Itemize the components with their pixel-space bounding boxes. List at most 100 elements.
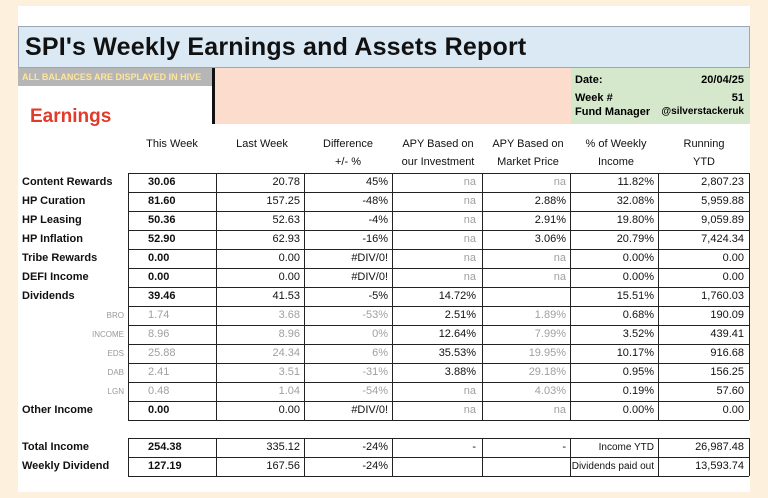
row-label: LGN [107, 387, 124, 396]
spreadsheet: SPI's Weekly Earnings and Assets Report … [18, 6, 750, 492]
balances-note: ALL BALANCES ARE DISPLAYED IN HIVE [18, 68, 214, 86]
cell-diff: #DIV/0! [351, 271, 388, 283]
cell-diff: -24% [362, 460, 388, 472]
cell-diff: -24% [362, 441, 388, 453]
fund-manager-value: @silverstackeruk [661, 106, 744, 117]
cell-apy-inv: na [463, 176, 476, 188]
cell-apy-inv: 14.72% [438, 290, 476, 302]
grid-line [128, 344, 749, 345]
cell-last-week: 41.53 [272, 290, 300, 302]
report-title-bar: SPI's Weekly Earnings and Assets Report [18, 26, 750, 68]
cell-diff: 0% [372, 328, 388, 340]
cell-pct: 0.68% [622, 309, 654, 321]
cell-this-week: 0.00 [148, 404, 170, 416]
cell-apy-mkt: 29.18% [528, 366, 566, 378]
section-title: Earnings [30, 106, 112, 127]
grid-line [128, 325, 749, 326]
row-label: Dividends [22, 290, 75, 302]
cell-pct: 11.82% [617, 176, 655, 188]
cell-apy-mkt: na [553, 271, 566, 283]
header-difference: Difference [323, 138, 373, 150]
grid-line [128, 211, 749, 212]
cell-last-week: 62.93 [272, 233, 300, 245]
date-value: 20/04/25 [701, 74, 744, 86]
cell-ytd: 26,987.48 [695, 441, 744, 453]
cell-this-week: 254.38 [148, 441, 182, 453]
cell-last-week: 335.12 [266, 441, 300, 453]
cell-apy-inv: na [463, 404, 476, 416]
cell-diff: -53% [362, 309, 388, 321]
cell-apy-mkt: - [562, 441, 566, 453]
cell-pct: 3.52% [622, 328, 654, 340]
grid-line [128, 287, 749, 288]
cell-apy-mkt: 19.95% [528, 347, 566, 359]
grid-line [392, 173, 393, 420]
cell-this-week: 8.96 [148, 328, 170, 340]
cell-apy-inv: na [463, 214, 476, 226]
cell-this-week: 0.48 [148, 385, 170, 397]
cell-last-week: 3.68 [278, 309, 300, 321]
fund-manager-label: Fund Manager [575, 106, 651, 118]
divider [212, 68, 215, 124]
cell-apy-inv: na [463, 271, 476, 283]
row-label: Total Income [22, 441, 90, 453]
cell-diff: #DIV/0! [351, 404, 388, 416]
grid-line [128, 457, 749, 458]
cell-diff: #DIV/0! [351, 252, 388, 264]
grid-line [482, 173, 483, 420]
cell-apy-inv: na [463, 233, 476, 245]
cell-apy-inv: - [472, 441, 476, 453]
grid-line [128, 192, 749, 193]
grid-line [128, 420, 749, 421]
cell-ytd: 916.68 [710, 347, 744, 359]
row-label: HP Curation [22, 195, 86, 207]
cell-last-week: 0.00 [278, 252, 300, 264]
cell-this-week: 39.46 [148, 290, 176, 302]
cell-diff: -54% [362, 385, 388, 397]
cell-ytd: 2,807.23 [701, 176, 744, 188]
header-difference-sub: +/- % [335, 156, 361, 168]
cell-apy-inv: na [463, 385, 476, 397]
cell-diff: 6% [372, 347, 388, 359]
cell-this-week: 1.74 [148, 309, 170, 321]
header-last-week: Last Week [236, 138, 288, 150]
cell-apy-mkt: 4.03% [534, 385, 566, 397]
cell-diff: 45% [365, 176, 388, 188]
cell-ytd: 0.00 [722, 271, 744, 283]
cell-last-week: 167.56 [266, 460, 300, 472]
row-label: HP Leasing [22, 214, 82, 226]
grid-line [128, 382, 749, 383]
cell-pct: 32.08% [616, 195, 654, 207]
cell-last-week: 0.00 [278, 404, 300, 416]
week-label: Week # [575, 92, 613, 104]
cell-this-week: 25.88 [148, 347, 176, 359]
grid-line [128, 438, 749, 439]
cell-apy-inv: 2.51% [444, 309, 476, 321]
cell-apy-inv: na [463, 252, 476, 264]
cell-this-week: 0.00 [148, 252, 170, 264]
cell-pct: 19.80% [616, 214, 654, 226]
row-label: EDS [107, 349, 124, 358]
cell-diff: -48% [362, 195, 388, 207]
cell-pct: Dividends paid out [571, 461, 654, 472]
cell-this-week: 0.00 [148, 271, 170, 283]
cell-apy-mkt: 2.91% [534, 214, 566, 226]
week-value: 51 [731, 92, 744, 104]
cell-pct: 0.95% [622, 366, 654, 378]
cell-last-week: 0.00 [278, 271, 300, 283]
row-label: Weekly Dividend [22, 460, 110, 472]
cell-ytd: 1,760.03 [701, 290, 744, 302]
grid-line [128, 173, 749, 174]
grid-line [749, 173, 750, 420]
cell-last-week: 52.63 [272, 214, 300, 226]
cell-ytd: 0.00 [722, 404, 744, 416]
cell-this-week: 2.41 [148, 366, 170, 378]
cell-apy-mkt [482, 457, 570, 476]
cell-last-week: 3.51 [278, 366, 300, 378]
cell-ytd: 156.25 [710, 366, 744, 378]
cell-apy-inv: na [463, 195, 476, 207]
cell-pct: 10.17% [616, 347, 654, 359]
cell-pct: 0.00% [622, 271, 654, 283]
grid-line [658, 173, 659, 420]
header-apy-investment-sub: our Investment [401, 156, 475, 168]
